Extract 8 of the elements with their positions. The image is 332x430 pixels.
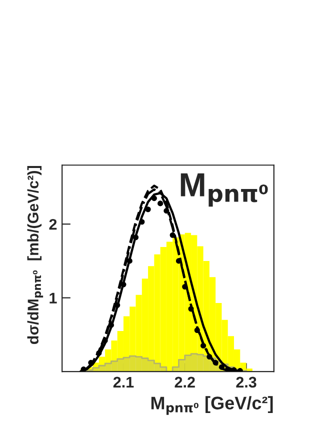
x-tick-label: 2.1 [113, 376, 134, 388]
x-tick-label: 2.3 [236, 376, 256, 388]
y-axis-title: dσ/dM$_{pnπ⁰}$ [mb/(GeV/c²)] [27, 166, 44, 344]
x-tick-label: 2.2 [174, 376, 195, 388]
annotation: M$_{pnπ⁰}$ [180, 173, 268, 207]
y-tick-label: 2 [49, 218, 57, 230]
x-axis-title: M$_{pnπ⁰}$ [GeV/c²] [151, 396, 273, 415]
y-tick-label: 1 [50, 292, 57, 304]
